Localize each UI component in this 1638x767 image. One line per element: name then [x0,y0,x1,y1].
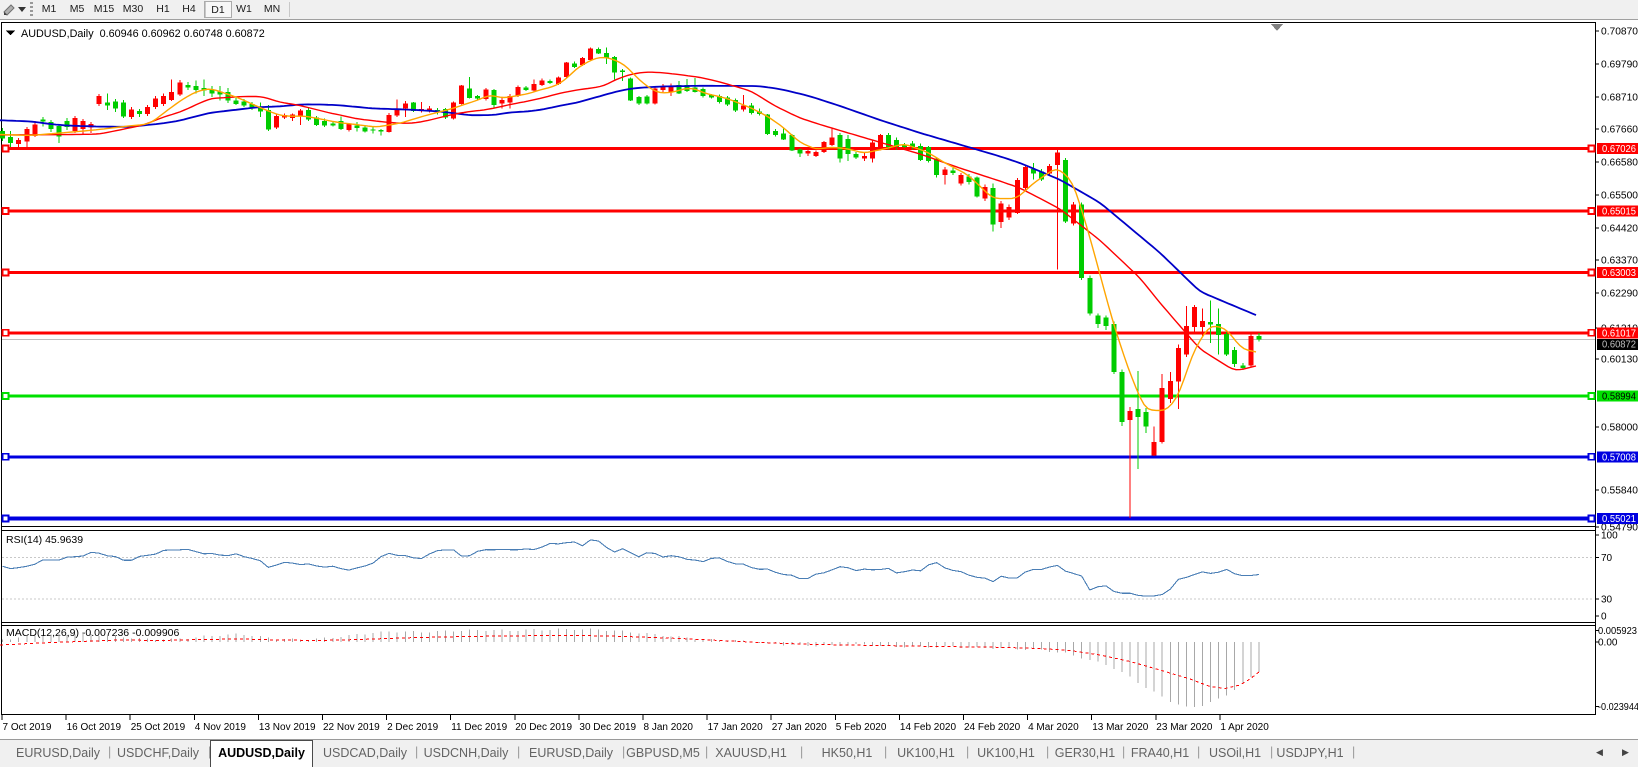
svg-text:AUDUSD,Daily 0.60946 0.60962: AUDUSD,Daily 0.60946 0.60962 0.60748 0.6… [21,28,265,40]
svg-text:0: 0 [1601,612,1607,623]
svg-text:0.61017: 0.61017 [1602,329,1636,340]
svg-text:0.58994: 0.58994 [1602,392,1636,403]
svg-text:0.63003: 0.63003 [1602,268,1636,279]
svg-text:25 Oct 2019: 25 Oct 2019 [131,722,186,733]
svg-text:0.63370: 0.63370 [1601,256,1638,267]
svg-text:27 Jan 2020: 27 Jan 2020 [772,722,827,733]
svg-text:11 Dec 2019: 11 Dec 2019 [451,722,507,733]
svg-text:MACD(12,26,9) -0.007236 -0.009: MACD(12,26,9) -0.007236 -0.009906 [6,627,180,639]
svg-text:0.005923: 0.005923 [1598,626,1637,637]
svg-text:0.65015: 0.65015 [1602,207,1636,218]
svg-text:23 Mar 2020: 23 Mar 2020 [1156,722,1213,733]
svg-text:0.62290: 0.62290 [1601,289,1638,300]
svg-text:5 Feb 2020: 5 Feb 2020 [836,722,887,733]
svg-text:4 Nov 2019: 4 Nov 2019 [195,722,247,733]
svg-text:30: 30 [1601,595,1613,606]
svg-text:20 Dec 2019: 20 Dec 2019 [515,722,572,733]
svg-text:0.69790: 0.69790 [1601,60,1638,71]
svg-text:0.65500: 0.65500 [1601,191,1638,202]
svg-text:0.70870: 0.70870 [1601,27,1638,38]
svg-text:0.67026: 0.67026 [1602,144,1636,155]
svg-text:0.64420: 0.64420 [1601,224,1638,235]
svg-text:0.55840: 0.55840 [1601,486,1638,497]
svg-text:-0.023944: -0.023944 [1598,702,1638,713]
svg-text:70: 70 [1601,553,1613,564]
svg-text:14 Feb 2020: 14 Feb 2020 [900,722,957,733]
svg-text:RSI(14) 45.9639: RSI(14) 45.9639 [6,534,83,546]
svg-text:0.60872: 0.60872 [1602,340,1636,351]
svg-text:22 Nov 2019: 22 Nov 2019 [323,722,380,733]
svg-text:7 Oct 2019: 7 Oct 2019 [3,722,52,733]
svg-text:24 Feb 2020: 24 Feb 2020 [964,722,1021,733]
svg-text:0.60130: 0.60130 [1601,355,1638,366]
svg-text:0.54790: 0.54790 [1601,523,1638,534]
svg-text:2 Dec 2019: 2 Dec 2019 [387,722,439,733]
svg-text:4 Mar 2020: 4 Mar 2020 [1028,722,1079,733]
svg-text:1 Apr 2020: 1 Apr 2020 [1220,722,1269,733]
svg-text:17 Jan 2020: 17 Jan 2020 [708,722,763,733]
svg-text:100: 100 [1601,531,1618,542]
svg-text:8 Jan 2020: 8 Jan 2020 [644,722,694,733]
svg-text:13 Mar 2020: 13 Mar 2020 [1092,722,1149,733]
svg-text:0.55021: 0.55021 [1602,514,1636,525]
svg-text:0.67660: 0.67660 [1601,125,1638,136]
svg-text:0.66580: 0.66580 [1601,158,1638,169]
svg-text:16 Oct 2019: 16 Oct 2019 [67,722,122,733]
svg-text:0.58000: 0.58000 [1601,423,1638,434]
svg-text:0.00: 0.00 [1598,638,1618,649]
svg-text:30 Dec 2019: 30 Dec 2019 [579,722,636,733]
svg-text:0.57008: 0.57008 [1602,452,1636,463]
svg-text:13 Nov 2019: 13 Nov 2019 [259,722,316,733]
svg-text:0.68710: 0.68710 [1601,93,1638,104]
